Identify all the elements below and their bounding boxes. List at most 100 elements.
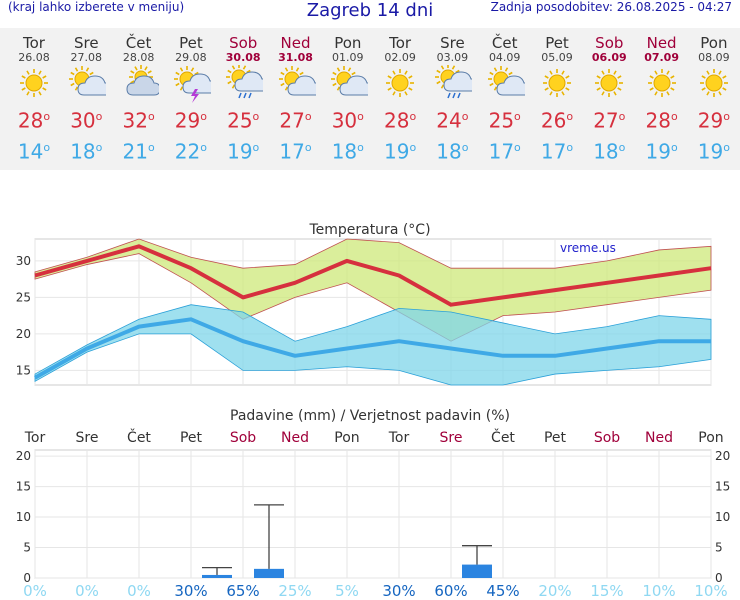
max-temperature-value: 24 [436, 108, 462, 133]
min-temperature-value: 17 [279, 139, 305, 164]
day-name: Tor [389, 34, 412, 52]
max-temperature-value: 26 [540, 108, 567, 133]
forecast-day-1: Tor 26.08 28o 14o [8, 28, 60, 165]
forecast-day-7: Pon 01.09 30o 18o [322, 28, 374, 165]
day-name: Sob [595, 34, 624, 52]
precipitation-probability-label: 15% [590, 582, 623, 600]
max-temperature: 30o [322, 104, 374, 134]
sun-cloud-icon [479, 64, 531, 104]
degree-symbol: o [252, 140, 260, 154]
max-temperature: 26o [531, 104, 583, 134]
precipitation-probability-label: 30% [382, 582, 415, 600]
forecast-day-9: Sre 03.09 24o 18o [426, 28, 478, 165]
min-temperature-value: 18 [593, 139, 619, 164]
precipitation-probability-label: 65% [226, 582, 259, 600]
max-temperature-value: 25 [227, 108, 253, 133]
precipitation-day-label: Pet [544, 430, 567, 446]
precipitation-day-label: Sob [230, 430, 256, 446]
precipitation-probability-label: 25% [278, 582, 311, 600]
min-temperature: 17o [531, 134, 583, 166]
max-temperature: 24o [426, 104, 478, 134]
precipitation-bar [254, 568, 284, 578]
degree-symbol: o [252, 110, 260, 123]
precipitation-probability-label: 0% [127, 582, 151, 600]
precipitation-probability-label: 10% [642, 582, 675, 600]
degree-symbol: o [200, 110, 207, 123]
max-temperature: 29o [688, 104, 740, 134]
max-temperature: 29o [165, 104, 217, 134]
degree-symbol: o [618, 140, 626, 154]
day-name: Pon [700, 34, 728, 52]
menu-hint: (kraj lahko izberete v meniju) [8, 0, 185, 14]
temperature-y-tick: 15 [16, 363, 31, 377]
min-temperature: 18o [583, 134, 635, 166]
precipitation-bar [462, 564, 492, 578]
min-temperature-value: 18 [436, 139, 462, 164]
precipitation-day-label: Sre [440, 430, 463, 446]
precipitation-y-tick-right: 5 [715, 541, 723, 555]
min-temperature: 18o [426, 134, 478, 166]
degree-symbol: o [670, 110, 678, 123]
precipitation-probability-label: 20% [538, 582, 571, 600]
min-temperature-value: 17 [540, 139, 567, 164]
degree-symbol: o [43, 110, 51, 123]
min-temperature-value: 14 [17, 139, 44, 164]
day-date: 26.08 [18, 51, 50, 64]
day-date: 31.08 [278, 51, 313, 64]
sun-icon [531, 64, 583, 104]
min-temperature: 21o [113, 134, 165, 166]
max-temperature-value: 25 [488, 108, 515, 133]
precipitation-y-tick-left: 15 [16, 480, 31, 494]
day-name: Pet [545, 34, 569, 52]
min-temperature-value: 19 [697, 139, 724, 164]
max-temperature: 32o [113, 104, 165, 134]
sun-cloud-icon [322, 64, 374, 104]
precipitation-probability-label: 10% [694, 582, 727, 600]
min-temperature-value: 19 [227, 139, 253, 164]
watermark: vreme.us [560, 241, 616, 255]
day-name: Ned [646, 34, 677, 52]
day-date: 02.09 [384, 51, 416, 64]
precipitation-probability-label: 0% [75, 582, 99, 600]
day-name: Pon [334, 34, 362, 52]
day-date: 03.09 [436, 51, 469, 64]
degree-symbol: o [147, 140, 155, 154]
temperature-chart-title: Temperatura (°C) [308, 222, 430, 238]
min-temperature: 19o [688, 134, 740, 166]
temperature-y-tick: 20 [16, 327, 31, 341]
cloud-sun-icon [113, 64, 165, 104]
day-name: Pet [179, 34, 203, 52]
precipitation-y-tick-right: 20 [715, 449, 730, 463]
degree-symbol: o [95, 110, 103, 123]
day-date: 27.08 [70, 51, 103, 64]
max-temperature: 25o [217, 104, 269, 134]
degree-symbol: o [200, 140, 207, 154]
sun-icon [374, 64, 426, 104]
max-temperature-value: 30 [331, 108, 358, 133]
precipitation-day-label: Pon [698, 430, 723, 446]
max-temperature: 30o [60, 104, 112, 134]
forecast-day-6: Ned 31.08 27o 17o [270, 28, 322, 165]
max-temperature: 27o [270, 104, 322, 134]
degree-symbol: o [304, 140, 312, 154]
precipitation-day-label: Tor [388, 430, 410, 446]
degree-symbol: o [357, 110, 364, 123]
degree-symbol: o [95, 140, 103, 154]
precipitation-y-tick-right: 0 [715, 571, 723, 585]
max-temperature-value: 30 [70, 108, 96, 133]
degree-symbol: o [670, 140, 678, 154]
max-temperature: 28o [636, 104, 688, 134]
last-update: Zadnja posodobitev: 26.08.2025 - 04:27 [490, 0, 732, 14]
precipitation-y-tick-left: 0 [23, 571, 31, 585]
day-date: 04.09 [488, 51, 521, 64]
degree-symbol: o [304, 110, 312, 123]
degree-symbol: o [43, 140, 51, 154]
sun-icon [583, 64, 635, 104]
precipitation-y-tick-left: 10 [16, 510, 31, 524]
min-temperature-value: 21 [122, 139, 148, 164]
page-title: Zagreb 14 dni [306, 0, 434, 21]
degree-symbol: o [566, 110, 574, 123]
precipitation-day-label: Pet [180, 430, 203, 446]
min-temperature: 17o [479, 134, 531, 166]
min-temperature-value: 18 [70, 139, 96, 164]
